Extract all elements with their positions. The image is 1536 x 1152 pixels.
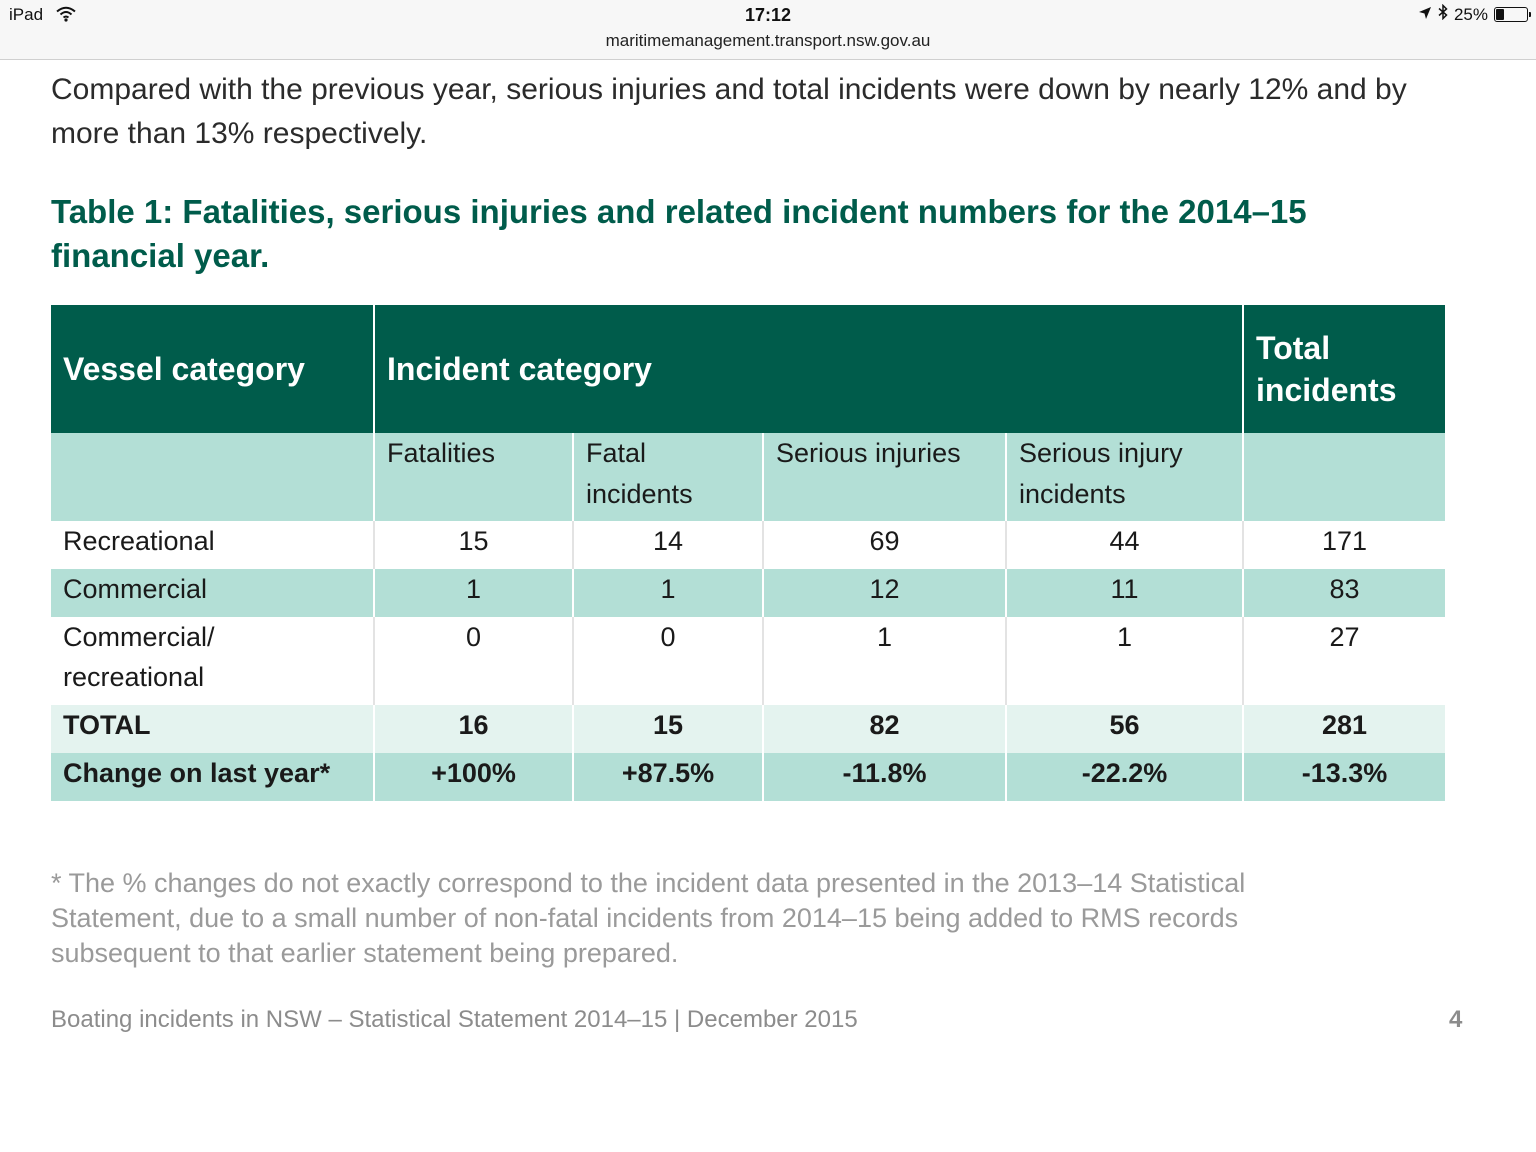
header-vessel-category: Vessel category xyxy=(51,305,375,433)
total-serious-injuries: 82 xyxy=(763,705,1007,753)
total-row: TOTAL 16 15 82 56 281 xyxy=(51,705,1446,753)
status-bar: iPad 17:12 maritimemanagement.transport.… xyxy=(0,0,1536,60)
cell-serious-injury-incidents: 44 xyxy=(1006,521,1245,569)
table-header-row: Vessel category Incident category Total … xyxy=(51,305,1446,433)
header-incident-category: Incident category xyxy=(374,305,1245,433)
header-total-incidents: Total incidents xyxy=(1243,305,1446,433)
subheader-serious-injuries: Serious injuries xyxy=(763,433,1007,521)
intro-paragraph: Compared with the previous year, serious… xyxy=(51,73,1407,150)
cell-total-incidents: 27 xyxy=(1243,617,1446,705)
cell-serious-injuries: 12 xyxy=(763,569,1007,617)
subheader-empty xyxy=(51,433,375,521)
change-row: Change on last year* +100% +87.5% -11.8%… xyxy=(51,753,1446,801)
subheader-empty xyxy=(1243,433,1446,521)
total-serious-injury-incidents: 56 xyxy=(1006,705,1245,753)
battery-icon xyxy=(1494,7,1531,22)
subheader-fatalities: Fatalities xyxy=(374,433,574,521)
cell-serious-injuries: 1 xyxy=(763,617,1007,705)
total-total-incidents: 281 xyxy=(1243,705,1446,753)
row-category: Recreational xyxy=(51,521,375,569)
cell-serious-injury-incidents: 11 xyxy=(1006,569,1245,617)
bluetooth-icon xyxy=(1438,3,1448,25)
battery-fill xyxy=(1496,9,1504,20)
page-number: 4 xyxy=(1449,1006,1463,1033)
page-footer: Boating incidents in NSW – Statistical S… xyxy=(51,1006,858,1033)
change-total-incidents: -13.3% xyxy=(1243,753,1446,801)
change-fatalities: +100% xyxy=(374,753,574,801)
subheader-fatal-incidents: Fatal incidents xyxy=(573,433,764,521)
clock-time: 17:12 xyxy=(744,5,792,25)
total-fatalities: 16 xyxy=(374,705,574,753)
table-subheader-row: Fatalities Fatal incidents Serious injur… xyxy=(51,433,1446,521)
change-label: Change on last year* xyxy=(51,753,375,801)
table-row: Recreational 15 14 69 44 171 xyxy=(51,521,1446,569)
table-row: Commercial/ recreational 0 0 1 1 27 xyxy=(51,617,1446,705)
total-label: TOTAL xyxy=(51,705,375,753)
cell-fatal-incidents: 0 xyxy=(573,617,764,705)
total-fatal-incidents: 15 xyxy=(573,705,764,753)
change-serious-injuries: -11.8% xyxy=(763,753,1007,801)
subheader-serious-injury-incidents: Serious injury incidents xyxy=(1006,433,1245,521)
cell-fatal-incidents: 14 xyxy=(573,521,764,569)
cell-fatal-incidents: 1 xyxy=(573,569,764,617)
battery-percent: 25% xyxy=(1453,4,1488,24)
row-category: Commercial xyxy=(51,569,375,617)
footnote: * The % changes do not exactly correspon… xyxy=(51,868,1246,968)
cell-fatalities: 1 xyxy=(374,569,574,617)
table-row: Commercial 1 1 12 11 83 xyxy=(51,569,1446,617)
wifi-icon xyxy=(56,6,76,27)
change-fatal-incidents: +87.5% xyxy=(573,753,764,801)
incident-table: Vessel category Incident category Total … xyxy=(51,305,1446,801)
status-indicators: 25% xyxy=(1418,3,1531,25)
cell-fatalities: 15 xyxy=(374,521,574,569)
cell-serious-injuries: 69 xyxy=(763,521,1007,569)
cell-serious-injury-incidents: 1 xyxy=(1006,617,1245,705)
address-bar-url[interactable]: maritimemanagement.transport.nsw.gov.au xyxy=(605,31,931,50)
cell-total-incidents: 83 xyxy=(1243,569,1446,617)
cell-total-incidents: 171 xyxy=(1243,521,1446,569)
table-title: Table 1: Fatalities, serious injuries an… xyxy=(51,193,1307,274)
change-serious-injury-incidents: -22.2% xyxy=(1006,753,1245,801)
cell-fatalities: 0 xyxy=(374,617,574,705)
location-arrow-icon xyxy=(1418,5,1432,25)
device-name: iPad xyxy=(9,5,44,24)
row-category: Commercial/ recreational xyxy=(51,617,375,705)
